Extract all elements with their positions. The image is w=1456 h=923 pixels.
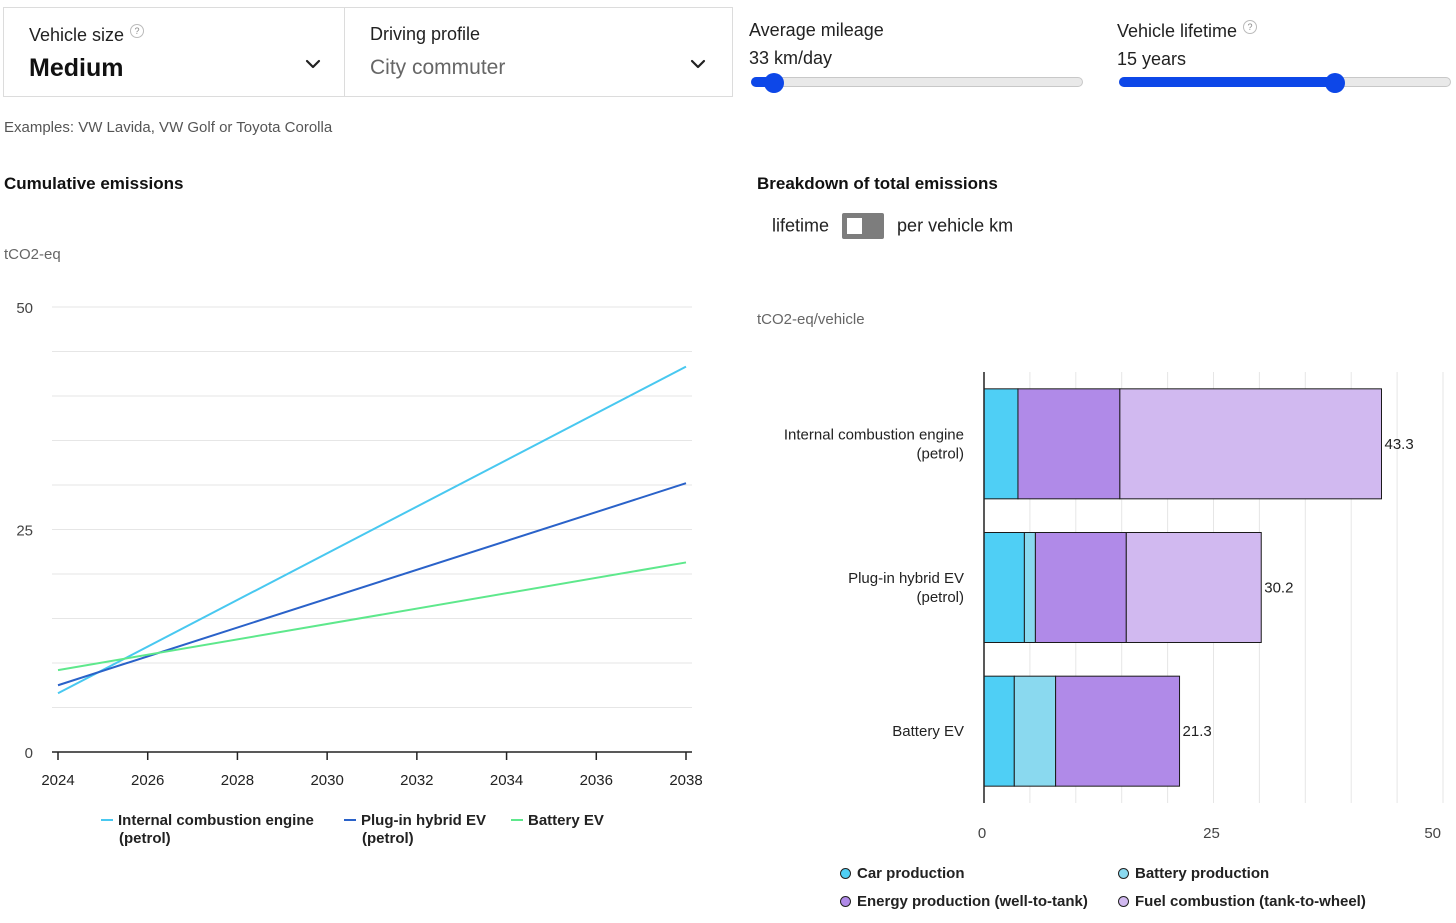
series-line-ice: [57, 365, 687, 695]
x-tick-label: 25: [1203, 825, 1220, 842]
average-mileage-label: Average mileage: [749, 20, 884, 40]
x-tick-label: 2036: [580, 772, 613, 789]
legend-label: Battery EV: [528, 812, 604, 829]
legend-label: (petrol): [119, 830, 171, 847]
average-mileage-slider-group: Average mileage 33 km/day: [749, 20, 1084, 93]
toggle-per-km-label[interactable]: per vehicle km: [897, 215, 1014, 236]
x-tick-label: 2030: [310, 772, 343, 789]
help-icon[interactable]: ?: [1243, 20, 1258, 34]
vehicle-size-value: Medium: [29, 54, 124, 82]
vehicle-lifetime-label-text: Vehicle lifetime: [1117, 21, 1238, 41]
vehicle-lifetime-label: Vehicle lifetime?: [1117, 20, 1453, 42]
legend-swatch: [511, 819, 523, 821]
legend-item-car-production: Car production: [840, 865, 965, 883]
x-tick-label: 2032: [400, 772, 433, 789]
vehicle-lifetime-fill: [1119, 77, 1335, 87]
legend-label: Plug-in hybrid EV: [361, 812, 487, 829]
vehicle-lifetime-slider-group: Vehicle lifetime? 15 years: [1117, 20, 1453, 93]
x-tick-label: 2024: [41, 772, 74, 789]
line-chart-unit: tCO2-eq: [4, 246, 61, 263]
bar-segment-battery_production: [1023, 532, 1036, 643]
legend-label: (petrol): [362, 830, 414, 847]
breakdown-chart-title: Breakdown of total emissions: [757, 174, 998, 193]
legend-dot: [1118, 868, 1129, 879]
bar-total-label: 43.3: [1384, 436, 1413, 453]
bar-segment-energy_production: [1034, 532, 1127, 643]
legend-dot: [840, 896, 851, 907]
x-tick-label: 2028: [221, 772, 254, 789]
x-tick-label: 2038: [669, 772, 702, 789]
x-tick-label: 0: [978, 825, 986, 842]
emissions-breakdown-chart: 0 25 50 43.3 Internal combustion engine (petr…: [784, 372, 1444, 842]
vehicle-lifetime-handle[interactable]: [1324, 73, 1345, 93]
vehicle-size-select[interactable]: Vehicle size? Medium: [3, 7, 345, 97]
legend-label: Battery production: [1135, 865, 1270, 882]
y-tick-label: 25: [16, 523, 33, 540]
vehicle-size-label: Vehicle size?: [29, 24, 145, 46]
bar-segment-fuel_combustion: [1125, 532, 1262, 643]
legend-item-bev: Battery EV: [511, 812, 604, 830]
legend-label: Internal combustion engine: [118, 812, 314, 829]
bar-segment-car_production: [983, 675, 1015, 787]
legend-item-energy-production: Energy production (well-to-tank): [840, 893, 1088, 911]
examples-text: Examples: VW Lavida, VW Golf or Toyota C…: [4, 119, 333, 136]
legend-label: Fuel combustion (tank-to-wheel): [1135, 893, 1366, 910]
cumulative-chart-title: Cumulative emissions: [4, 174, 184, 193]
legend-dot: [1118, 896, 1129, 907]
vehicle-lifetime-track[interactable]: [1119, 73, 1451, 93]
driving-profile-select[interactable]: Driving profile City commuter: [344, 7, 733, 97]
x-tick-label: 2026: [131, 772, 164, 789]
bar-segment-energy_production: [1017, 388, 1121, 500]
cumulative-emissions-chart: 0 25 50 2024 2026 2028 2030 2032 2034 2036 2038: [16, 300, 702, 789]
unit-toggle-row: lifetime per vehicle km: [772, 213, 1013, 239]
x-tick-label: 50: [1424, 825, 1441, 842]
bar-total-label: 30.2: [1264, 580, 1293, 597]
legend-swatch: [344, 819, 356, 821]
legend-item-ice: Internal combustion engine (petrol): [101, 812, 314, 848]
legend-label: Energy production (well-to-tank): [857, 893, 1088, 910]
category-label: Plug-in hybrid EV: [848, 570, 964, 587]
legend-item-fuel-combustion: Fuel combustion (tank-to-wheel): [1118, 893, 1366, 911]
legend-item-battery-production: Battery production: [1118, 865, 1269, 883]
help-icon[interactable]: ?: [130, 24, 145, 38]
bar-segment-car_production: [983, 532, 1025, 643]
average-mileage-fill: [751, 77, 775, 87]
legend-swatch: [101, 819, 113, 821]
category-label: (petrol): [916, 445, 964, 462]
chevron-down-icon[interactable]: [305, 58, 321, 70]
legend-dot: [840, 868, 851, 879]
category-label: Internal combustion engine: [784, 426, 964, 443]
bar-segment-energy_production: [1055, 675, 1181, 787]
legend-label: Car production: [857, 865, 965, 882]
vehicle-lifetime-value: 15 years: [1117, 49, 1187, 69]
bar-total-label: 21.3: [1183, 723, 1212, 740]
y-tick-label: 0: [25, 745, 33, 762]
series-line-bev: [57, 561, 687, 672]
average-mileage-handle[interactable]: [764, 73, 785, 93]
vehicle-size-label-text: Vehicle size: [29, 25, 125, 45]
toggle-knob: [847, 218, 863, 234]
average-mileage-value: 33 km/day: [749, 48, 833, 68]
unit-toggle-switch[interactable]: [842, 213, 885, 239]
y-tick-label: 50: [16, 300, 33, 317]
bar-segment-car_production: [983, 388, 1019, 500]
driving-profile-value: City commuter: [370, 56, 506, 79]
legend-item-phev: Plug-in hybrid EV (petrol): [344, 812, 486, 848]
toggle-lifetime-label[interactable]: lifetime: [772, 215, 830, 236]
category-label: (petrol): [916, 589, 964, 606]
x-tick-label: 2034: [490, 772, 523, 789]
category-label: Battery EV: [892, 723, 964, 740]
bar-segment-battery_production: [1013, 675, 1057, 787]
average-mileage-track[interactable]: [751, 73, 1083, 93]
driving-profile-label: Driving profile: [370, 24, 481, 44]
bar-segment-fuel_combustion: [1119, 388, 1382, 500]
chevron-down-icon[interactable]: [690, 58, 706, 70]
bar-chart-unit: tCO2-eq/vehicle: [757, 311, 865, 328]
